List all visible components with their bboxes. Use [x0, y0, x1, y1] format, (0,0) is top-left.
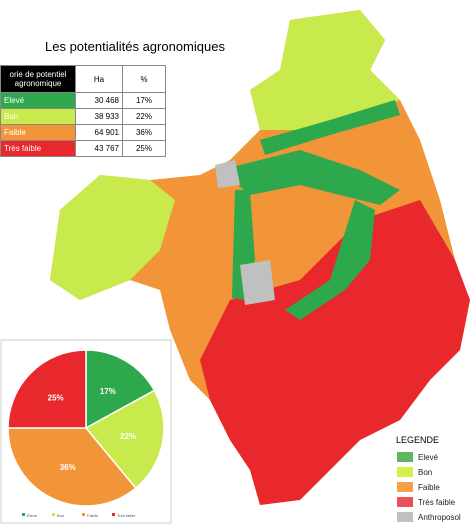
row-label: Très faible [0, 140, 76, 157]
legend-label: Bon [57, 513, 64, 518]
header-cell: orie de potentiel agronomique [0, 65, 76, 93]
data-label: 22% [120, 432, 136, 441]
legend-label: Faible [418, 483, 440, 492]
pie-chart: 17% 22% 36% 25% [7, 349, 165, 507]
header-cell: Ha [75, 65, 123, 93]
legend-swatch [52, 513, 55, 516]
legend-swatch [397, 482, 413, 492]
legend-label: Faible [87, 513, 99, 518]
pie-slice [84, 389, 165, 490]
cell: 22% [122, 108, 166, 125]
legend-swatch [22, 513, 25, 516]
cell: 25% [122, 140, 166, 157]
row-label: Bon [0, 108, 76, 125]
data-label: 25% [48, 394, 64, 403]
cell: 36% [122, 124, 166, 141]
legend-title: LEGENDE [396, 435, 439, 445]
cell: 43 767 [75, 140, 123, 157]
row-label: Elevé [0, 92, 76, 109]
legend-label: Elevé [27, 513, 38, 518]
cell: 38 933 [75, 108, 123, 125]
legend-label: Elevé [418, 453, 439, 462]
table: orie de potentiel agronomique Ha % Elevé… [0, 65, 166, 157]
legend-label: Anthroposol [418, 513, 461, 522]
data-label: 17% [100, 387, 116, 396]
pie-legend: Elevé Bon Faible Très faible [22, 513, 136, 518]
legend-label: Très faible [117, 513, 136, 518]
legend-swatch [112, 513, 115, 516]
cell: 17% [122, 92, 166, 109]
pie-slice [85, 349, 156, 430]
legend-swatch [397, 497, 413, 507]
legend-label: Très faible [418, 498, 456, 507]
legend-swatch [397, 467, 413, 477]
legend-swatch [397, 512, 413, 522]
title: Les potentialités agronomiques [45, 39, 225, 54]
map [50, 10, 470, 505]
row-label: Faible [0, 124, 76, 141]
pie-slice [7, 349, 87, 429]
legend-label: Bon [418, 468, 432, 477]
legend-swatch [82, 513, 85, 516]
data-label: 36% [60, 463, 76, 472]
legend: Elevé Bon Faible Très faible Anthroposol [397, 452, 461, 522]
header-cell: % [122, 65, 166, 93]
legend-box [392, 432, 474, 524]
cell: 64 901 [75, 124, 123, 141]
legend-swatch [397, 452, 413, 462]
pie-slice [7, 427, 137, 507]
cell: 30 468 [75, 92, 123, 109]
